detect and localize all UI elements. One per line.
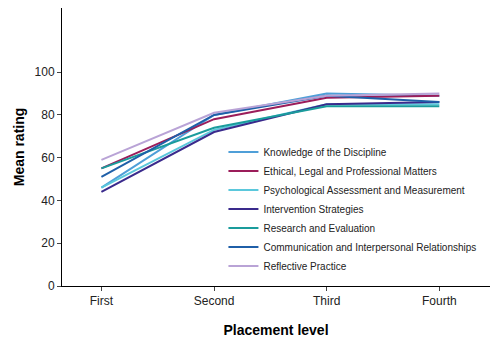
svg-text:Second: Second bbox=[194, 294, 235, 308]
svg-text:80: 80 bbox=[41, 108, 55, 122]
svg-text:100: 100 bbox=[35, 65, 55, 79]
svg-text:Third: Third bbox=[313, 294, 340, 308]
svg-text:Mean rating: Mean rating bbox=[11, 108, 27, 187]
svg-text:Placement level: Placement level bbox=[223, 322, 328, 338]
svg-text:40: 40 bbox=[41, 194, 55, 208]
svg-text:Ethical, Legal and Professiona: Ethical, Legal and Professional Matters bbox=[263, 166, 436, 177]
svg-text:Fourth: Fourth bbox=[422, 294, 457, 308]
svg-text:20: 20 bbox=[41, 236, 55, 250]
svg-text:Communication and Interpersona: Communication and Interpersonal Relation… bbox=[263, 242, 476, 253]
svg-text:First: First bbox=[90, 294, 114, 308]
svg-text:60: 60 bbox=[41, 151, 55, 165]
svg-text:0: 0 bbox=[48, 279, 55, 293]
svg-text:Psychological Assessment and M: Psychological Assessment and Measurement bbox=[263, 185, 464, 196]
svg-text:Knowledge of the Discipline: Knowledge of the Discipline bbox=[263, 147, 386, 158]
svg-text:Reflective Practice: Reflective Practice bbox=[263, 261, 346, 272]
svg-text:Intervention Strategies: Intervention Strategies bbox=[263, 204, 363, 215]
svg-text:Research and Evaluation: Research and Evaluation bbox=[263, 223, 375, 234]
